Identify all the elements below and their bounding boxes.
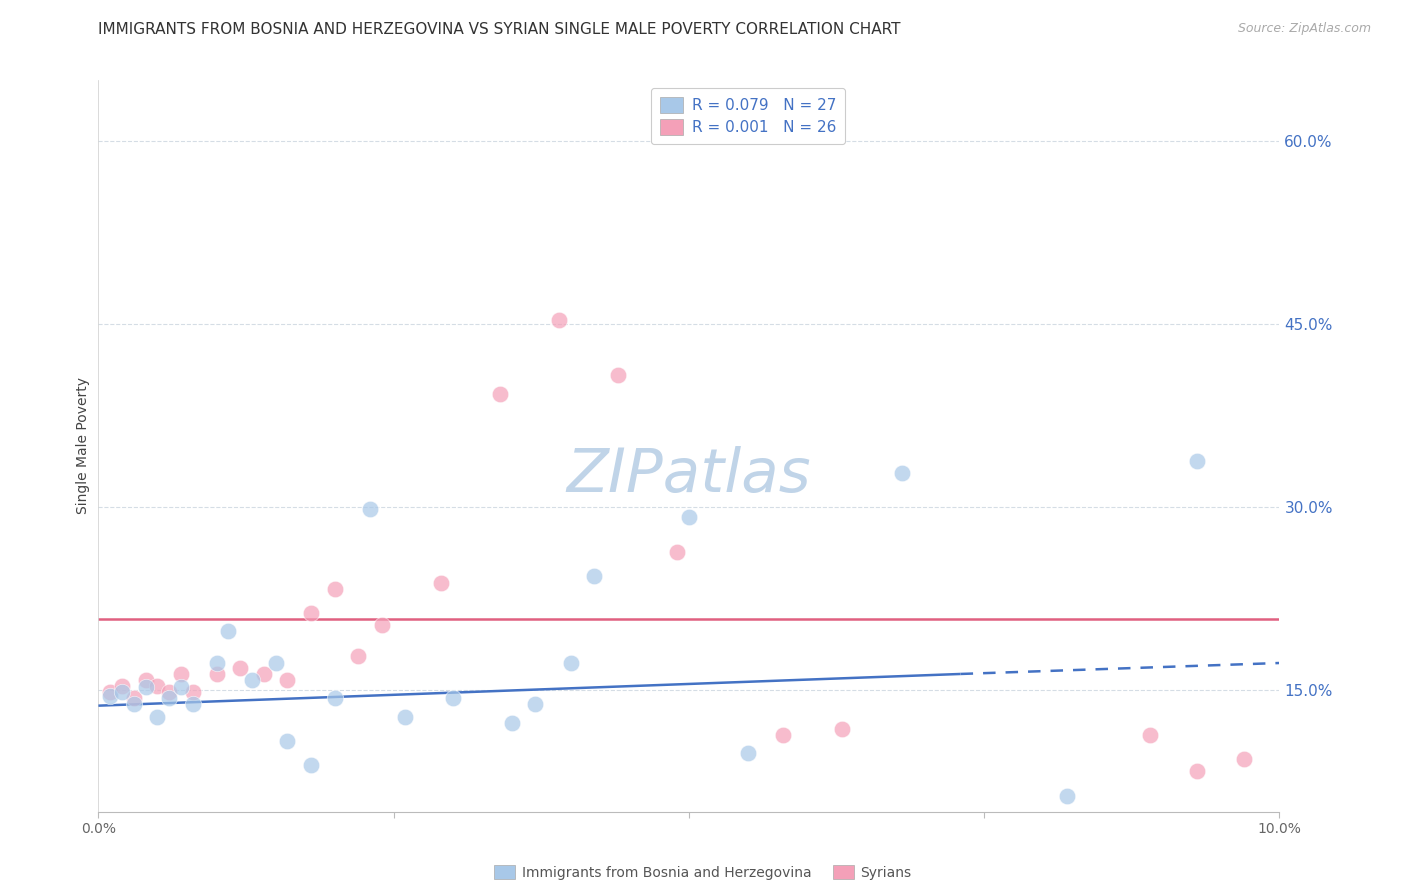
Point: [240, 673, 263, 687]
Point: [1185, 764, 1208, 779]
Point: [583, 569, 606, 583]
Point: [98, 685, 121, 699]
Point: [1185, 453, 1208, 467]
Legend: R = 0.079   N = 27, R = 0.001   N = 26: R = 0.079 N = 27, R = 0.001 N = 26: [651, 88, 845, 145]
Point: [772, 728, 794, 742]
Point: [371, 618, 394, 632]
Point: [98, 689, 121, 703]
Point: [548, 313, 571, 327]
Point: [217, 624, 239, 639]
Point: [489, 386, 512, 401]
Point: [122, 698, 145, 712]
Point: [430, 575, 453, 590]
Point: [1056, 789, 1078, 803]
Point: [441, 691, 464, 706]
Point: [678, 509, 700, 524]
Point: [501, 715, 523, 730]
Point: [737, 746, 759, 760]
Point: [1139, 728, 1161, 742]
Y-axis label: Single Male Poverty: Single Male Poverty: [76, 377, 90, 515]
Legend: Immigrants from Bosnia and Herzegovina, Syrians: Immigrants from Bosnia and Herzegovina, …: [489, 859, 917, 885]
Point: [347, 648, 370, 663]
Point: [1233, 752, 1256, 766]
Point: [229, 661, 252, 675]
Point: [299, 758, 322, 772]
Point: [299, 606, 322, 620]
Point: [111, 679, 134, 693]
Point: [205, 667, 228, 681]
Point: [890, 466, 912, 480]
Point: [135, 673, 157, 687]
Point: [205, 656, 228, 670]
Point: [111, 685, 134, 699]
Point: [560, 656, 582, 670]
Text: IMMIGRANTS FROM BOSNIA AND HERZEGOVINA VS SYRIAN SINGLE MALE POVERTY CORRELATION: IMMIGRANTS FROM BOSNIA AND HERZEGOVINA V…: [98, 22, 901, 37]
Point: [135, 681, 157, 695]
Point: [666, 545, 689, 559]
Point: [170, 681, 193, 695]
Point: [276, 673, 298, 687]
Point: [146, 709, 169, 723]
Point: [394, 709, 416, 723]
Point: [276, 734, 298, 748]
Point: [607, 368, 630, 383]
Point: [181, 698, 204, 712]
Point: [264, 656, 287, 670]
Text: Source: ZipAtlas.com: Source: ZipAtlas.com: [1237, 22, 1371, 36]
Point: [146, 679, 169, 693]
Point: [524, 698, 547, 712]
Point: [323, 582, 346, 596]
Point: [181, 685, 204, 699]
Point: [323, 691, 346, 706]
Text: ZIPatlas: ZIPatlas: [567, 446, 811, 505]
Point: [831, 722, 853, 736]
Point: [359, 502, 381, 516]
Point: [122, 691, 145, 706]
Point: [170, 667, 193, 681]
Point: [157, 691, 180, 706]
Point: [157, 685, 180, 699]
Point: [253, 667, 276, 681]
